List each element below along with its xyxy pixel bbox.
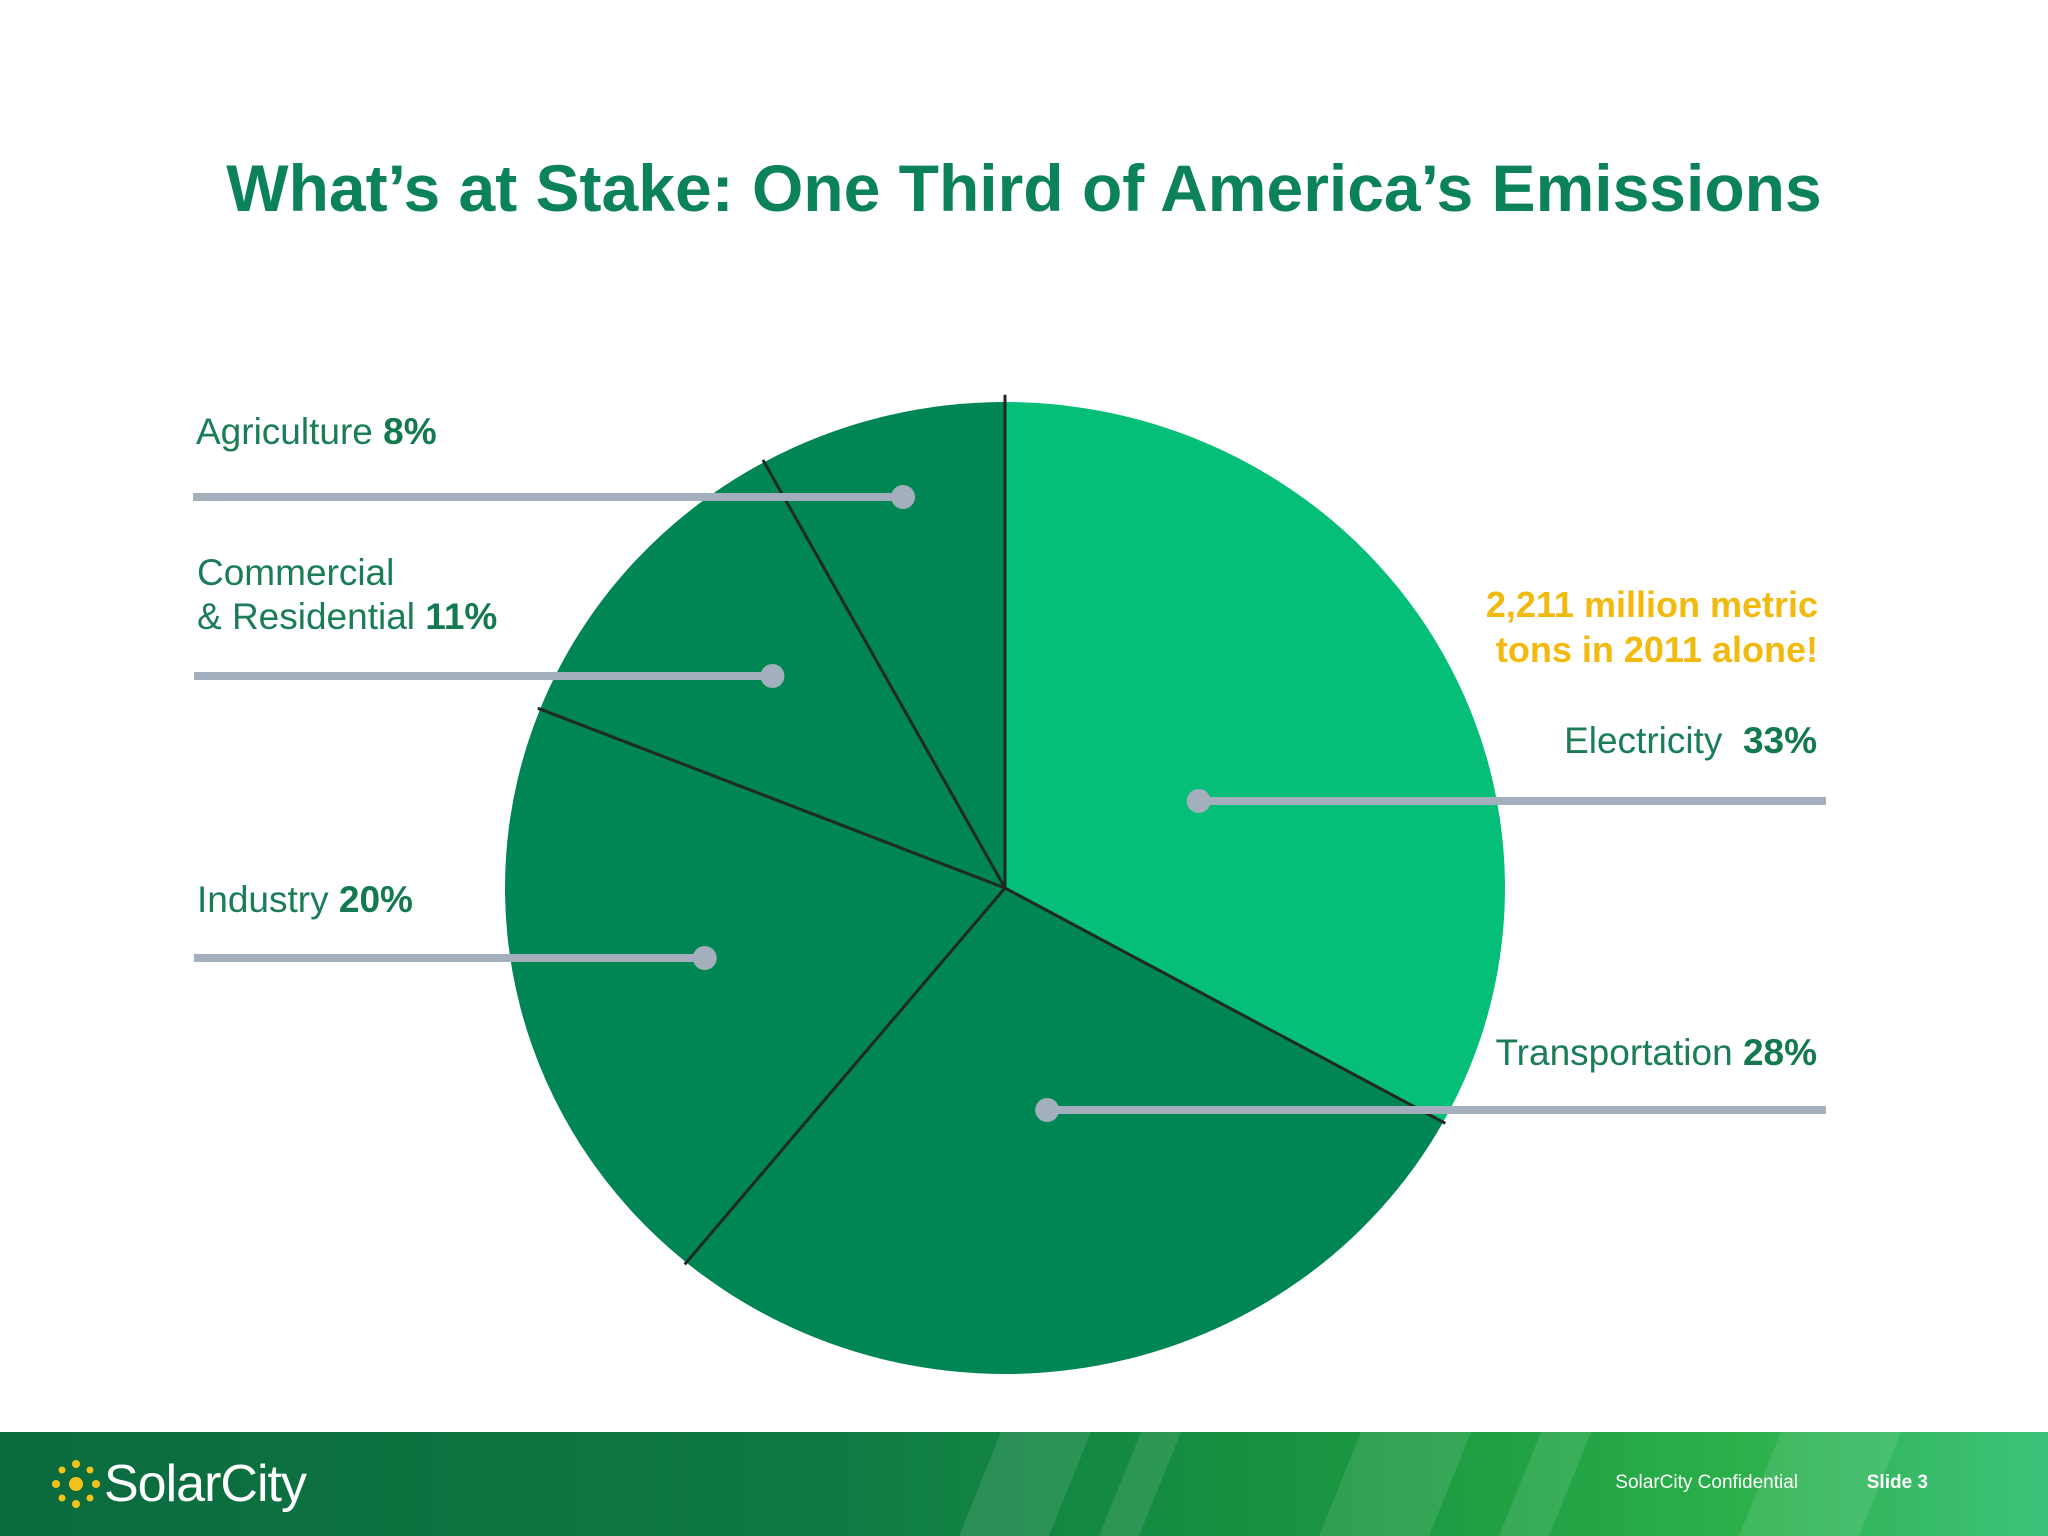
- callout-line-1: 2,211 million metric: [1485, 584, 1818, 625]
- slice-value-commercial: 11%: [425, 596, 498, 637]
- slice-divider: [1004, 886, 1447, 1125]
- slice-name-commercial: Commercial: [197, 552, 395, 593]
- pie-slice-transportation: [686, 888, 1444, 1374]
- footer-stripe: [1098, 1432, 1182, 1536]
- slice-name-electricity: Electricity: [1564, 720, 1723, 761]
- leader-dot: [1035, 1098, 1060, 1122]
- pie-slice-electricity: [1005, 402, 1505, 1123]
- label-commercial-residential: Commercial & Residential 11%: [197, 551, 497, 639]
- leader-dot: [692, 946, 717, 970]
- leader-dot: [760, 664, 785, 688]
- callout-line-2: tons in 2011 alone!: [1495, 629, 1818, 670]
- leader-dot: [1186, 789, 1211, 813]
- label-transportation: Transportation 28%: [1495, 1031, 1817, 1075]
- slice-name-residential: & Residential: [197, 596, 416, 637]
- slice-name-agriculture: Agriculture: [196, 411, 373, 452]
- pie-slice-industry: [505, 709, 1005, 1263]
- footer-bar: SolarCity SolarCity Confidential Slide 3: [0, 1432, 2048, 1536]
- slice-divider: [683, 887, 1007, 1266]
- slice-value-agriculture: 8%: [383, 411, 437, 452]
- slice-name-industry: Industry: [197, 879, 329, 920]
- logo-wordmark: SolarCity: [104, 1455, 307, 1513]
- slide-number: Slide 3: [1866, 1472, 1928, 1493]
- page-title: What’s at Stake: One Third of America’s …: [226, 151, 1822, 225]
- pie-slice-agriculture: [764, 402, 1005, 888]
- label-electricity: Electricity 33%: [1564, 719, 1817, 763]
- footer-stripe: [1498, 1432, 1592, 1536]
- slice-value-electricity: 33%: [1742, 720, 1817, 761]
- solarcity-logo: SolarCity: [48, 1454, 307, 1514]
- footer-stripe: [1318, 1432, 1472, 1536]
- label-agriculture: Agriculture 8%: [196, 410, 437, 454]
- leader-dot: [891, 485, 916, 509]
- label-industry: Industry 20%: [197, 878, 413, 922]
- slice-name-transportation: Transportation: [1495, 1032, 1733, 1073]
- slice-divider: [761, 459, 1007, 889]
- slice-value-transportation: 28%: [1742, 1032, 1817, 1073]
- slice-divider: [537, 706, 1006, 890]
- footer-stripe: [958, 1432, 1092, 1536]
- sun-icon: [52, 1460, 100, 1508]
- slice-value-industry: 20%: [338, 879, 413, 920]
- confidential-notice: SolarCity Confidential: [1615, 1472, 1798, 1493]
- emissions-callout: 2,211 million metric tons in 2011 alone!: [1486, 582, 1818, 672]
